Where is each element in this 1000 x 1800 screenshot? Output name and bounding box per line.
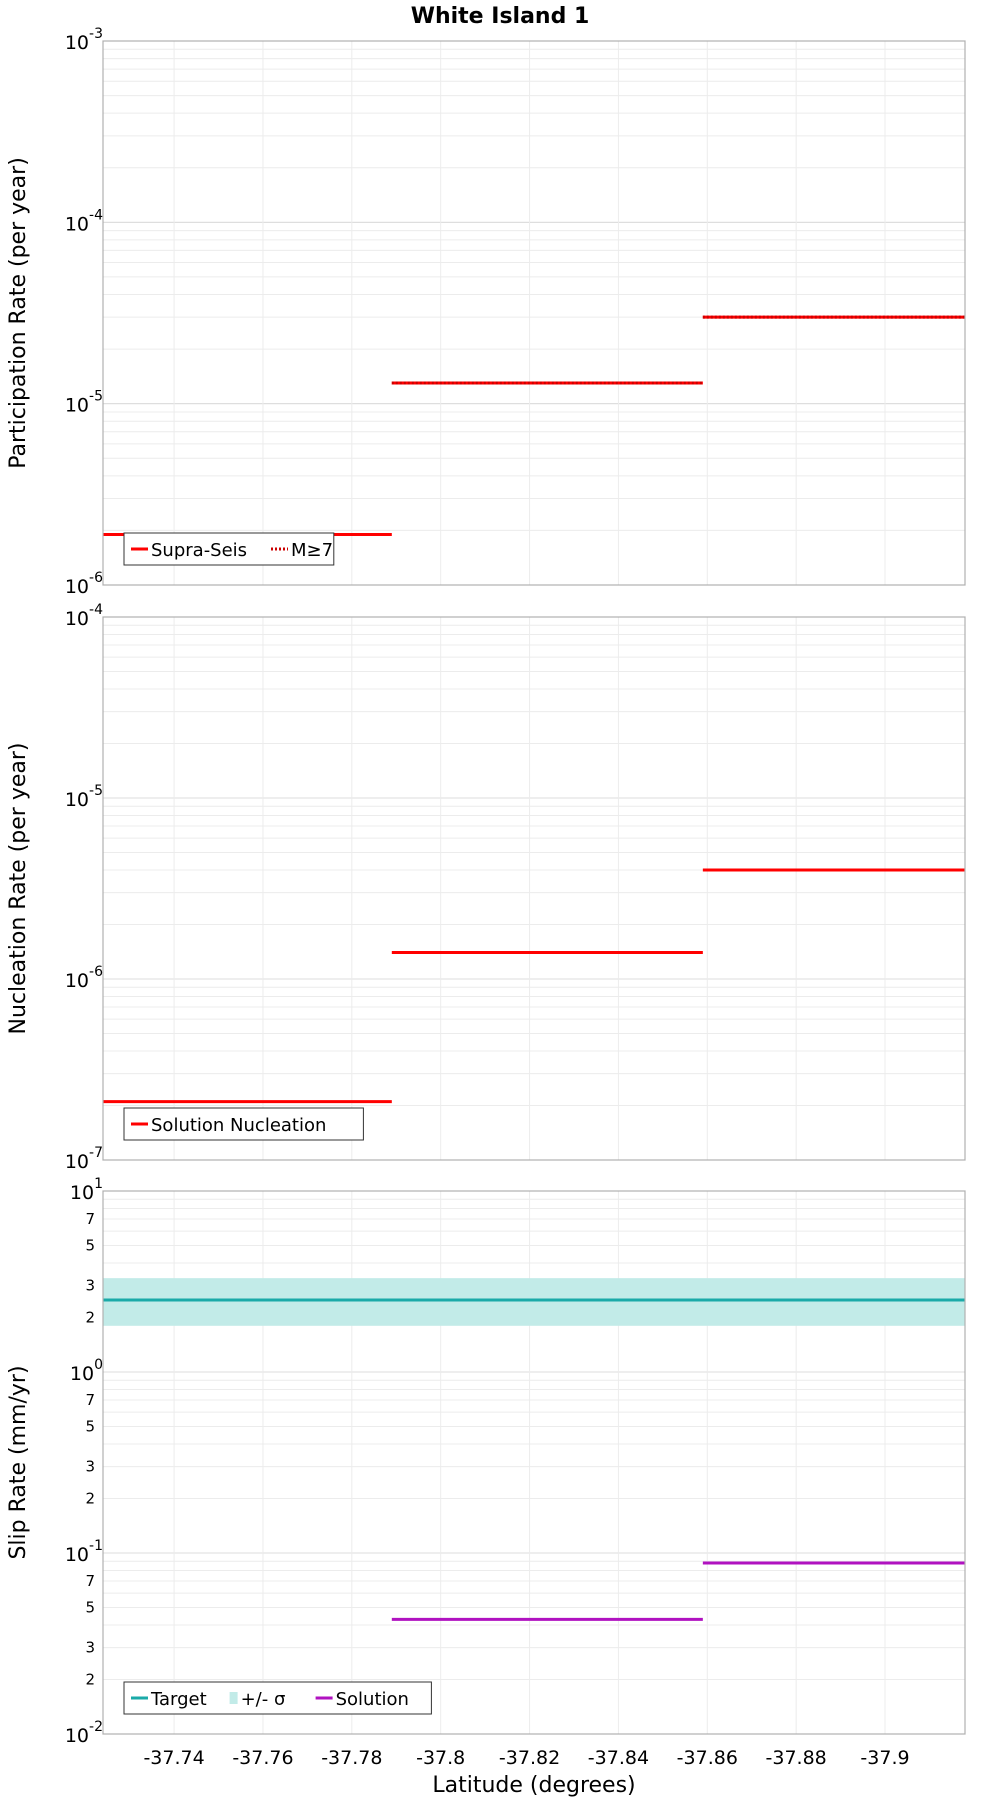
x-tick-label: -37.78 bbox=[321, 1747, 382, 1769]
y-axis-label: Nucleation Rate (per year) bbox=[6, 743, 31, 1035]
y-tick-base: 10 bbox=[65, 213, 89, 235]
x-tick-label: -37.9 bbox=[860, 1747, 909, 1769]
y-tick-exponent: -6 bbox=[89, 964, 103, 980]
legend-label: Solution bbox=[336, 1689, 409, 1710]
y-tick-base: 10 bbox=[65, 32, 89, 54]
y-minor-tick-label: 7 bbox=[85, 1572, 95, 1590]
legend-label: +/- σ bbox=[241, 1689, 286, 1710]
y-minor-tick-label: 7 bbox=[85, 1210, 95, 1228]
y-minor-tick-label: 5 bbox=[85, 1598, 95, 1616]
y-minor-tick-label: 3 bbox=[85, 1277, 95, 1295]
y-minor-tick-label: 3 bbox=[85, 1639, 95, 1657]
plot-area bbox=[103, 41, 965, 585]
sigma-band bbox=[103, 1278, 965, 1326]
x-tick-label: -37.76 bbox=[232, 1747, 293, 1769]
plot-frame bbox=[102, 616, 966, 1161]
y-tick-label: 10-1 bbox=[65, 1538, 103, 1566]
y-minor-tick-label: 7 bbox=[85, 1391, 95, 1409]
y-tick-exponent: 0 bbox=[94, 1357, 103, 1373]
y-tick-label: 10-6 bbox=[65, 964, 103, 992]
legend: Target +/- σ Solution bbox=[123, 1681, 432, 1715]
x-tick-label: -37.84 bbox=[588, 1747, 649, 1769]
chart-title: White Island 1 bbox=[411, 4, 590, 29]
legend-box bbox=[123, 1107, 364, 1141]
y-tick-base: 10 bbox=[70, 1363, 94, 1385]
y-tick-base: 10 bbox=[70, 1182, 94, 1204]
x-tick-label: -37.88 bbox=[766, 1747, 827, 1769]
y-tick-exponent: -1 bbox=[89, 1538, 103, 1554]
y-tick-exponent: -7 bbox=[89, 1145, 103, 1161]
legend: Solution Nucleation bbox=[123, 1107, 364, 1141]
legend-label: Solution Nucleation bbox=[151, 1115, 326, 1136]
y-tick-exponent: -6 bbox=[89, 570, 103, 586]
y-minor-tick-label: 2 bbox=[85, 1309, 95, 1327]
y-tick-label: 10-3 bbox=[65, 26, 103, 54]
y-tick-label: 10-6 bbox=[65, 570, 103, 598]
legend-box bbox=[123, 1681, 432, 1715]
y-tick-base: 10 bbox=[65, 970, 89, 992]
y-tick-exponent: -2 bbox=[89, 1719, 103, 1735]
y-tick-exponent: -3 bbox=[89, 26, 103, 42]
legend-label: Target bbox=[150, 1689, 207, 1710]
y-tick-label: 100 bbox=[70, 1357, 103, 1385]
y-minor-tick-label: 5 bbox=[85, 1417, 95, 1435]
y-tick-label: 10-5 bbox=[65, 783, 103, 811]
x-tick-label: -37.8 bbox=[416, 1747, 465, 1769]
y-tick-base: 10 bbox=[65, 576, 89, 598]
y-tick-base: 10 bbox=[65, 395, 89, 417]
y-tick-label: 10-2 bbox=[65, 1719, 103, 1747]
y-minor-tick-label: 2 bbox=[85, 1671, 95, 1689]
y-tick-exponent: -5 bbox=[89, 783, 103, 799]
y-tick-exponent: 1 bbox=[94, 1176, 103, 1192]
y-tick-base: 10 bbox=[65, 1544, 89, 1566]
y-tick-label: 10-4 bbox=[65, 602, 103, 630]
plot-area bbox=[103, 1191, 965, 1734]
y-tick-base: 10 bbox=[65, 789, 89, 811]
x-tick-label: -37.74 bbox=[143, 1747, 204, 1769]
y-tick-exponent: -4 bbox=[89, 602, 103, 618]
legend-label: M≥7 bbox=[291, 540, 333, 561]
y-tick-base: 10 bbox=[65, 1151, 89, 1173]
legend-symbol bbox=[229, 1692, 238, 1704]
y-tick-base: 10 bbox=[65, 608, 89, 630]
plot-frame bbox=[102, 1190, 966, 1735]
y-axis-label: Slip Rate (mm/yr) bbox=[6, 1365, 31, 1559]
plot-area bbox=[103, 617, 965, 1160]
y-tick-label: 10-4 bbox=[65, 207, 103, 235]
legend-label: Supra-Seis bbox=[151, 540, 247, 561]
x-tick-label: -37.82 bbox=[499, 1747, 560, 1769]
y-minor-tick-label: 2 bbox=[85, 1490, 95, 1508]
y-tick-label: 10-7 bbox=[65, 1145, 103, 1173]
y-tick-exponent: -4 bbox=[89, 207, 103, 223]
plot-frame bbox=[102, 40, 966, 586]
y-minor-tick-label: 3 bbox=[85, 1458, 95, 1476]
y-minor-tick-label: 5 bbox=[85, 1236, 95, 1254]
legend-box bbox=[123, 532, 335, 566]
y-axis-label: Participation Rate (per year) bbox=[6, 157, 31, 469]
y-tick-base: 10 bbox=[65, 1725, 89, 1747]
y-tick-label: 10-5 bbox=[65, 389, 103, 417]
legend: Supra-Seis M≥7 bbox=[123, 532, 335, 566]
x-axis-label: Latitude (degrees) bbox=[432, 1773, 635, 1798]
y-tick-label: 101 bbox=[70, 1176, 103, 1204]
y-tick-exponent: -5 bbox=[89, 389, 103, 405]
x-tick-label: -37.86 bbox=[677, 1747, 738, 1769]
